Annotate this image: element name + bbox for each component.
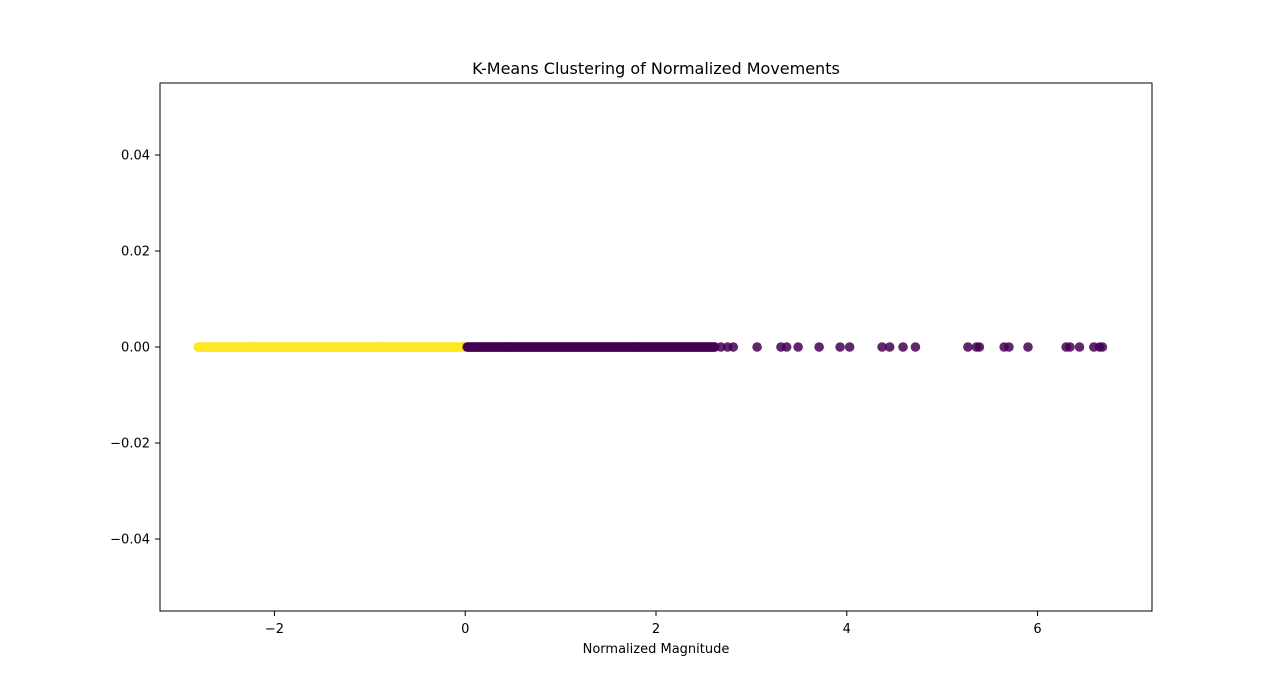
series-1: [462, 342, 1108, 352]
data-point: [1074, 342, 1085, 352]
y-tick-label: 0.02: [121, 245, 150, 260]
data-point: [1065, 342, 1075, 352]
chart-title: K-Means Clustering of Normalized Movemen…: [472, 59, 840, 78]
series-0: [193, 342, 472, 352]
data-point: [814, 342, 824, 352]
y-tick-label: −0.02: [110, 437, 150, 452]
x-axis-label: Normalized Magnitude: [583, 642, 730, 657]
data-point: [1004, 342, 1014, 352]
x-tick-label: 4: [843, 622, 851, 637]
data-point: [1023, 342, 1033, 352]
data-point: [963, 342, 973, 352]
points-layer: [193, 342, 1108, 352]
data-point: [877, 342, 887, 352]
data-point: [1097, 342, 1108, 352]
x-tick-label: 6: [1033, 622, 1041, 637]
x-tick-label: 2: [652, 622, 660, 637]
y-tick-label: 0.00: [121, 341, 150, 356]
data-point: [716, 342, 726, 352]
data-point: [898, 342, 908, 352]
data-point: [793, 342, 803, 352]
y-tick-label: 0.04: [121, 149, 150, 164]
x-tick-label: 0: [461, 622, 469, 637]
data-point: [728, 342, 739, 352]
axes-layer: −2 0 2 4 6 0.04 0.02 0.00 −0.02 −0.04: [110, 82, 1153, 637]
data-point: [974, 342, 985, 352]
data-point: [781, 342, 792, 352]
x-tick-label: −2: [265, 622, 284, 637]
data-point: [884, 342, 895, 352]
data-point: [844, 342, 855, 352]
data-point: [752, 342, 762, 352]
data-point: [910, 342, 921, 352]
data-point: [835, 342, 845, 352]
y-tick-label: −0.04: [110, 533, 150, 548]
